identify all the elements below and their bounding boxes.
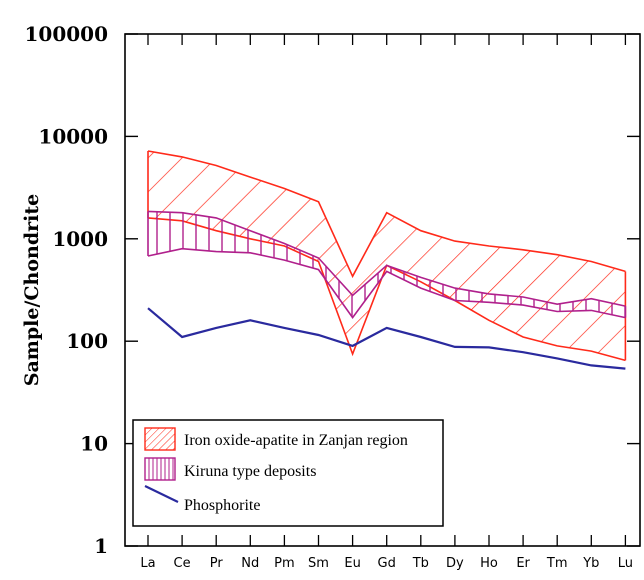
x-tick-label-Pr: Pr	[210, 556, 224, 571]
y-tick-label-1: 1	[94, 534, 108, 558]
x-tick-label-Yb: Yb	[582, 556, 599, 571]
band-upper-0	[147, 150, 626, 279]
x-tick-label-Tb: Tb	[412, 556, 429, 571]
band-fill-0	[148, 151, 626, 361]
legend: Iron oxide-apatite in Zanjan region Kiru…	[132, 419, 444, 527]
y-tick-label-10000: 10000	[38, 124, 108, 148]
y-tick-label-100000: 100000	[25, 22, 109, 46]
legend-swatch-phosphorite	[144, 485, 179, 503]
series-layer	[147, 150, 627, 370]
legend-box	[132, 419, 444, 527]
x-tick-label-Eu: Eu	[344, 556, 360, 571]
legend-label-zanjan: Iron oxide-apatite in Zanjan region	[184, 432, 408, 449]
series-2	[147, 307, 626, 370]
series-1	[147, 210, 627, 319]
y-tick-label-100: 100	[66, 329, 108, 353]
legend-swatch-zanjan	[144, 427, 176, 451]
legend-label-phosphorite: Phosphorite	[184, 497, 260, 514]
x-tick-label-Nd: Nd	[241, 556, 259, 571]
line-2	[147, 307, 626, 370]
x-tick-label-La: La	[140, 556, 155, 571]
band-lower-1	[147, 247, 626, 319]
x-tick-label-Sm: Sm	[308, 556, 329, 571]
axis-ticks: 1 10 100 1000 10000 100000 La Ce Pr Nd Pm Sm Eu Gd Tb D…	[25, 22, 640, 571]
y-tick-label-1000: 1000	[52, 227, 108, 251]
plot-frame	[124, 33, 641, 547]
x-tick-label-Ce: Ce	[174, 556, 191, 571]
x-tick-label-Er: Er	[516, 556, 530, 571]
x-tick-label-Dy: Dy	[446, 556, 464, 571]
y-tick-label-10: 10	[80, 432, 108, 456]
legend-swatch-kiruna	[144, 457, 176, 481]
y-axis-label: Sample/Chondrite	[21, 194, 43, 386]
legend-label-kiruna: Kiruna type deposits	[184, 463, 316, 480]
x-tick-label-Tm: Tm	[546, 556, 568, 571]
x-tick-label-Ho: Ho	[480, 556, 498, 571]
band-upper-1	[147, 210, 626, 307]
x-tick-label-Lu: Lu	[618, 556, 633, 571]
x-tick-label-Pm: Pm	[274, 556, 295, 571]
x-tick-label-Gd: Gd	[378, 556, 396, 571]
